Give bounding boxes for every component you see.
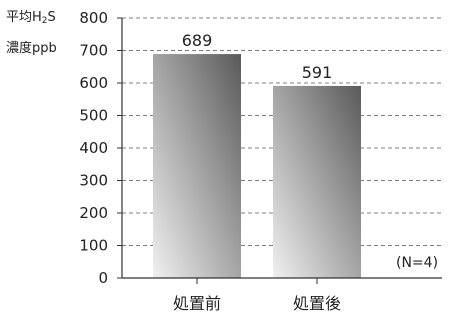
bar <box>273 85 361 278</box>
y-axis-ticks: 0 100 200 300 400 500 600 700 800 <box>79 9 122 287</box>
y-axis-label-line1: 平均H2S <box>6 10 56 26</box>
bar <box>153 54 241 279</box>
y-tick-label: 200 <box>79 204 108 222</box>
y-tick-label: 300 <box>79 172 108 190</box>
y-tick-label: 800 <box>79 9 108 27</box>
bar-value-label: 591 <box>302 63 333 82</box>
gridlines <box>122 17 442 246</box>
sample-size-note: (N=4) <box>396 255 439 271</box>
x-category-label: 処置前 <box>173 294 221 313</box>
bars: 689 処置前 591 処置後 <box>153 31 361 313</box>
x-category-label: 処置後 <box>293 294 341 313</box>
y-tick-label: 100 <box>79 237 108 255</box>
bar-value-label: 689 <box>182 31 213 50</box>
y-tick-label: 700 <box>79 42 108 60</box>
y-tick-label: 600 <box>79 74 108 92</box>
y-tick-label: 400 <box>79 139 108 157</box>
y-tick-label: 0 <box>98 269 108 287</box>
y-axis-label-line2: 濃度ppb <box>6 41 57 56</box>
y-tick-label: 500 <box>79 107 108 125</box>
